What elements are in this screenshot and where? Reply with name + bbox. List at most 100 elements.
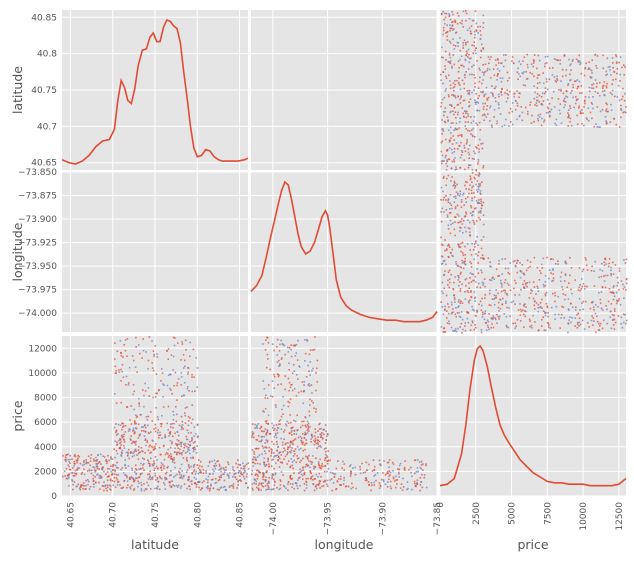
scatter-point: [120, 454, 122, 456]
scatter-point: [420, 481, 422, 483]
scatter-point: [302, 478, 304, 480]
scatter-point: [287, 400, 289, 403]
x-tick-label: 0: [436, 502, 446, 508]
scatter-point: [255, 483, 257, 485]
scatter-point: [171, 461, 174, 463]
scatter-point: [514, 322, 517, 324]
scatter-point: [592, 306, 595, 309]
scatter-point: [520, 106, 522, 108]
scatter-point: [599, 325, 601, 327]
scatter-point: [414, 459, 417, 461]
scatter-point: [307, 477, 309, 480]
scatter-point: [399, 462, 402, 465]
scatter-point: [80, 484, 83, 486]
scatter-point: [614, 264, 617, 266]
scatter-point: [566, 96, 569, 98]
scatter-point: [305, 442, 308, 445]
scatter-point: [515, 282, 517, 284]
scatter-point: [76, 460, 78, 462]
scatter-point: [538, 101, 541, 103]
scatter-point: [168, 432, 171, 434]
scatter-point: [140, 473, 142, 475]
scatter-point: [453, 159, 455, 161]
scatter-point: [440, 301, 442, 303]
scatter-point: [589, 68, 591, 71]
scatter-point: [470, 133, 472, 135]
scatter-point: [201, 481, 204, 484]
scatter-point: [136, 477, 138, 480]
scatter-point: [464, 59, 467, 62]
scatter-point: [258, 440, 261, 443]
scatter-point: [120, 487, 123, 489]
scatter-point: [488, 62, 490, 65]
scatter-point: [585, 264, 588, 267]
scatter-point: [152, 350, 155, 352]
scatter-point: [460, 199, 463, 201]
scatter-point: [559, 59, 561, 61]
scatter-point: [310, 463, 313, 465]
scatter-point: [279, 451, 282, 453]
scatter-point: [157, 485, 159, 488]
scatter-point: [150, 488, 152, 490]
scatter-point: [529, 101, 532, 104]
scatter-point: [255, 426, 258, 428]
scatter-point: [304, 339, 306, 341]
scatter-point: [296, 455, 298, 457]
scatter-point: [463, 99, 466, 102]
scatter-point: [240, 480, 242, 482]
scatter-point: [408, 468, 410, 471]
scatter-point: [205, 470, 207, 472]
scatter-point: [324, 480, 326, 483]
scatter-point: [500, 90, 502, 93]
scatter-point: [301, 443, 304, 445]
scatter-point: [181, 470, 183, 472]
scatter-point: [529, 325, 531, 328]
scatter-point: [614, 321, 617, 324]
scatter-point: [511, 123, 514, 126]
scatter-point: [491, 323, 493, 325]
scatter-point: [196, 367, 199, 369]
scatter-point: [469, 32, 472, 35]
scatter-point: [154, 445, 156, 448]
scatter-point: [309, 466, 311, 469]
scatter-point: [176, 399, 178, 401]
scatter-point: [577, 312, 580, 315]
scatter-point: [296, 484, 298, 487]
scatter-point: [151, 478, 154, 480]
scatter-point: [274, 472, 277, 474]
scatter-point: [192, 442, 195, 444]
scatter-point: [457, 45, 459, 47]
scatter-point: [120, 455, 123, 457]
scatter-point: [82, 484, 84, 487]
scatter-point: [372, 459, 375, 461]
scatter-point: [480, 331, 483, 334]
scatter-point: [441, 262, 444, 265]
scatter-point: [456, 213, 459, 216]
scatter-point: [210, 479, 213, 481]
scatter-point: [582, 268, 585, 271]
scatter-point: [178, 452, 181, 455]
scatter-point: [447, 271, 450, 273]
scatter-point: [94, 469, 96, 471]
scatter-point: [477, 87, 480, 89]
scatter-point: [467, 148, 470, 150]
scatter-point: [176, 473, 178, 476]
scatter-point: [280, 437, 282, 440]
scatter-point: [488, 313, 490, 315]
scatter-point: [588, 61, 590, 63]
scatter-point: [536, 96, 538, 99]
scatter-point: [494, 97, 497, 99]
scatter-point: [87, 480, 90, 483]
scatter-point: [479, 218, 481, 221]
scatter-point: [458, 84, 461, 86]
scatter-point: [278, 359, 280, 362]
scatter-point: [406, 488, 408, 491]
scatter-point: [276, 354, 279, 356]
scatter-point: [569, 274, 571, 277]
scatter-point: [177, 484, 180, 487]
scatter-point: [152, 396, 154, 399]
scatter-point: [100, 468, 103, 470]
scatter-point: [521, 111, 524, 114]
scatter-point: [288, 401, 291, 404]
scatter-point: [257, 484, 260, 486]
